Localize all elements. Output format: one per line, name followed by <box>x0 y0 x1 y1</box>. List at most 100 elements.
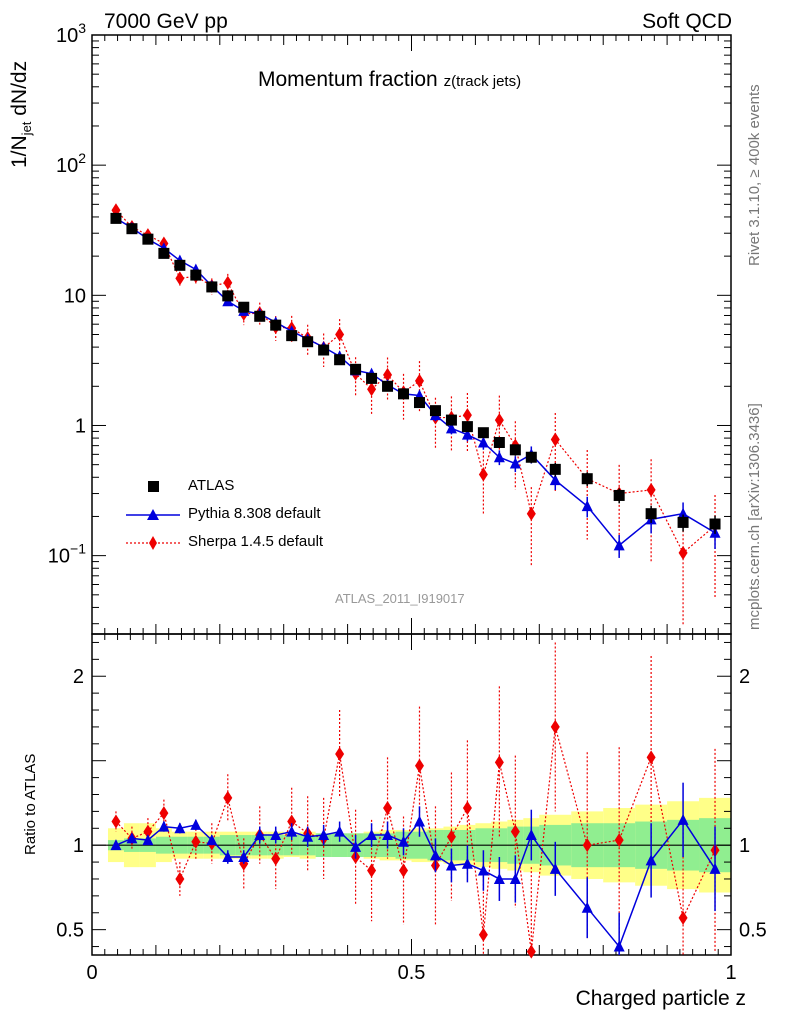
x-tick-label: 0 <box>86 962 97 984</box>
atlas-point <box>525 451 537 463</box>
atlas-point <box>158 247 170 259</box>
header-left: 7000 GeV pp <box>104 10 228 33</box>
pythia-ratio-point <box>461 857 473 869</box>
pythia-ratio-point <box>174 822 186 834</box>
atlas-point <box>493 436 505 448</box>
atlas-point <box>238 301 250 313</box>
pythia-point <box>477 436 489 448</box>
main-y-axis-label: 1/Njet dN/dz <box>8 61 34 168</box>
pythia-point <box>549 474 561 486</box>
atlas-point <box>645 508 657 520</box>
pythia-ratio-point <box>350 840 362 852</box>
sherpa-ratio-point <box>335 746 345 761</box>
pythia-ratio-point <box>302 830 314 842</box>
sherpa-ratio-point <box>582 838 592 853</box>
sherpa-point <box>478 467 488 482</box>
pythia-series-ratio <box>110 782 721 955</box>
y-label-sub: jet <box>19 121 35 136</box>
analysis-id: ATLAS_2011_I919017 <box>335 591 465 606</box>
pythia-ratio-point <box>445 859 457 871</box>
sherpa-ratio-point <box>550 719 560 734</box>
sherpa-ratio-point <box>414 758 424 773</box>
sherpa-ratio-point <box>191 834 201 849</box>
atlas-point <box>110 212 122 224</box>
atlas-point <box>366 372 378 384</box>
sherpa-point <box>494 413 504 428</box>
pythia-ratio-point <box>158 820 170 832</box>
ratio-y-tick-label-right: 1 <box>739 835 750 857</box>
y-label-rest: dN/dz <box>8 60 31 122</box>
sherpa-ratio-point <box>223 790 233 805</box>
legend-sherpa-symbol <box>126 536 180 550</box>
sherpa-ratio-line <box>115 726 716 952</box>
ratio-y-tick-label-left: 1 <box>73 835 84 857</box>
atlas-point <box>334 354 346 366</box>
atlas-point <box>270 319 282 331</box>
x-tick-label: 1 <box>725 962 736 984</box>
pythia-ratio-point <box>286 825 298 837</box>
pythia-ratio-point <box>581 901 593 913</box>
sherpa-ratio-point <box>287 814 297 829</box>
pythia-line <box>115 217 716 547</box>
mcplots-label: mcplots.cern.ch [arXiv:1306.3436] <box>746 403 763 630</box>
pythia-ratio-point <box>238 851 250 863</box>
sherpa-ratio-point <box>383 801 393 816</box>
pythia-ratio-point <box>142 834 154 846</box>
pythia-ratio-point <box>110 839 122 851</box>
sherpa-ratio-point <box>446 829 456 844</box>
axis-ticks <box>91 34 732 955</box>
y-label-main: 1/N <box>8 135 31 168</box>
atlas-point <box>549 463 561 475</box>
rivet-label: Rivet 3.1.10, ≥ 400k events <box>746 84 763 266</box>
pythia-ratio-point <box>549 862 561 874</box>
main-y-tick-label: 102 <box>56 150 86 177</box>
atlas-point <box>382 380 394 392</box>
atlas-series-main <box>110 212 721 534</box>
pythia-ratio-point <box>254 829 266 841</box>
atlas-point <box>142 233 154 245</box>
pythia-ratio-point <box>382 829 394 841</box>
sherpa-ratio-point <box>367 863 377 878</box>
atlas-point <box>126 223 138 235</box>
pythia-point <box>581 500 593 512</box>
main-y-tick-label: 1 <box>75 415 86 437</box>
pythia-ratio-point <box>318 829 330 841</box>
sherpa-point <box>678 545 688 560</box>
sherpa-point <box>550 432 560 447</box>
pythia-ratio-point <box>206 834 218 846</box>
main-y-tick-label: 10−1 <box>48 541 86 568</box>
pythia-ratio-point <box>477 864 489 876</box>
sherpa-ratio-point <box>159 806 169 821</box>
atlas-point <box>413 397 425 409</box>
pythia-ratio-point <box>645 854 657 866</box>
atlas-point <box>174 259 186 271</box>
pythia-ratio-point <box>613 940 625 952</box>
sherpa-point <box>526 506 536 521</box>
sherpa-series-main <box>111 203 720 625</box>
atlas-point <box>318 344 330 356</box>
pythia-ratio-point <box>222 851 234 863</box>
atlas-point <box>222 290 234 302</box>
pythia-point <box>445 422 457 434</box>
sherpa-ratio-point <box>646 750 656 765</box>
sherpa-ratio-point <box>614 833 624 848</box>
pythia-ratio-point <box>429 849 441 861</box>
atlas-point <box>190 269 202 281</box>
plot-title: Momentum fraction z(track jets) <box>258 68 521 92</box>
main-y-tick-label: 10 <box>64 285 86 307</box>
atlas-point <box>302 336 314 348</box>
sherpa-point <box>223 275 233 290</box>
sherpa-ratio-point <box>111 814 121 829</box>
main-y-tick-label: 103 <box>56 20 86 47</box>
ratio-panel-frame <box>91 633 732 956</box>
pythia-ratio-point <box>493 872 505 884</box>
sherpa-ratio-point <box>526 944 536 959</box>
sherpa-point <box>646 482 656 497</box>
sherpa-ratio-point <box>271 851 281 866</box>
atlas-point <box>709 518 721 530</box>
sherpa-ratio-point <box>143 824 153 839</box>
x-axis-label: Charged particle z <box>575 987 746 1010</box>
pythia-ratio-point <box>334 825 346 837</box>
legend-atlas-label: ATLAS <box>188 477 235 494</box>
